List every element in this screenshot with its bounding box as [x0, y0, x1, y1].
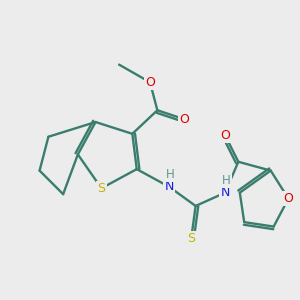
Text: O: O	[145, 76, 155, 89]
Text: N: N	[164, 180, 174, 193]
Text: N: N	[220, 186, 230, 199]
Text: H: H	[222, 174, 231, 187]
Text: O: O	[284, 192, 293, 205]
Text: O: O	[179, 112, 189, 126]
Text: O: O	[220, 129, 230, 142]
Text: H: H	[166, 168, 175, 181]
Text: S: S	[187, 232, 195, 245]
Text: S: S	[98, 182, 105, 195]
